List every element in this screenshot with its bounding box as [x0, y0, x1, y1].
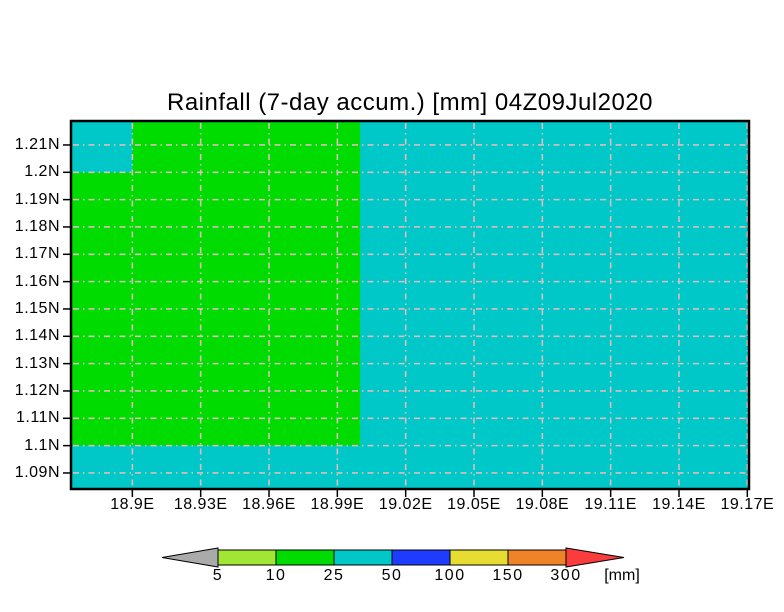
colorbar-tick-label: 25 — [323, 567, 345, 584]
y-axis-tick-label: 1.15N — [14, 299, 60, 317]
x-axis-tick-label: 18.99E — [310, 496, 365, 513]
y-axis-tick-label: 1.18N — [14, 217, 60, 235]
x-axis-tick-label: 19.02E — [378, 496, 433, 513]
colorbar-tick-label: 10 — [265, 567, 287, 584]
y-axis-tick-label: 1.11N — [15, 409, 60, 427]
y-axis-tick-label: 1.09N — [14, 463, 60, 481]
colorbar-arrow-high — [565, 547, 625, 568]
page-title: Rainfall (7-day accum.) [mm] 04Z09Jul202… — [166, 89, 654, 116]
y-axis-tick-label: 1.12N — [14, 381, 60, 399]
colorbar-tick-label: 150 — [492, 567, 524, 584]
y-axis-tick-label: 1.1N — [24, 436, 60, 454]
colorbar-unit-label: [mm] — [604, 567, 640, 584]
colorbar-segment-100-150mm — [449, 549, 509, 566]
colorbar-tick-label: 300 — [550, 567, 582, 584]
y-axis-tick-label: 1.16N — [14, 272, 60, 290]
x-axis-tick-label: 19.05E — [447, 496, 501, 513]
y-axis-tick-label: 1.13N — [14, 354, 60, 372]
x-axis-tick-label: 19.08E — [515, 496, 570, 513]
colorbar-segment-10-25mm — [275, 549, 335, 566]
colorbar-segment-25-50mm — [333, 549, 393, 566]
map-region-25-50mm — [72, 122, 133, 173]
x-axis-tick-label: 18.96E — [242, 496, 296, 513]
map-frame — [69, 119, 751, 491]
colorbar-tick-label: 100 — [434, 567, 466, 584]
colorbar-tick-label: 50 — [381, 567, 403, 584]
y-axis-tick-label: 1.2N — [24, 163, 60, 181]
y-axis-tick-label: 1.21N — [14, 135, 60, 153]
colorbar-segment-150-300mm — [507, 549, 567, 566]
x-axis-tick-label: 19.11E — [584, 496, 637, 513]
colorbar-segment-50-100mm — [391, 549, 451, 566]
x-axis-tick-label: 18.9E — [110, 496, 155, 513]
colorbar-tick-label: 5 — [212, 567, 224, 584]
y-axis-tick-label: 1.14N — [14, 327, 60, 345]
y-axis-tick-label: 1.19N — [14, 190, 60, 208]
colorbar-segment-5-10mm — [217, 549, 277, 566]
x-axis-tick-label: 19.17E — [720, 496, 775, 513]
y-axis-tick-label: 1.17N — [14, 245, 60, 263]
colorbar-arrow-low — [161, 547, 219, 568]
x-axis-tick-label: 19.14E — [652, 496, 706, 513]
x-axis-tick-label: 18.93E — [173, 496, 228, 513]
